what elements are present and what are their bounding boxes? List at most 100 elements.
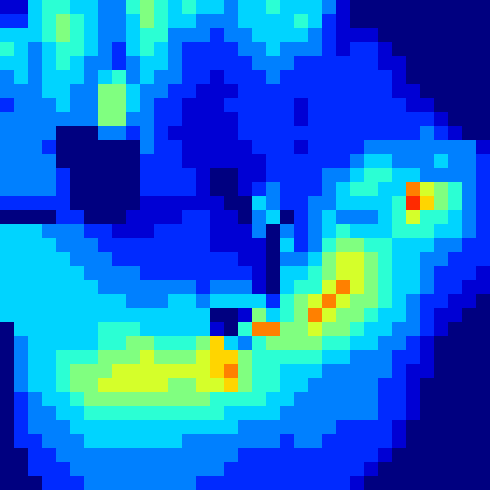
heatmap-cell bbox=[140, 14, 155, 29]
heatmap-cell bbox=[0, 350, 15, 365]
heatmap-cell bbox=[322, 14, 337, 29]
heatmap-cell bbox=[168, 126, 183, 141]
heatmap-cell bbox=[182, 210, 197, 225]
heatmap-cell bbox=[98, 420, 113, 435]
heatmap-cell bbox=[364, 266, 379, 281]
heatmap-cell bbox=[462, 168, 477, 183]
heatmap-cell bbox=[406, 252, 421, 267]
heatmap-cell bbox=[182, 476, 197, 490]
heatmap-cell bbox=[336, 154, 351, 169]
heatmap-cell bbox=[196, 420, 211, 435]
heatmap-cell bbox=[196, 224, 211, 239]
heatmap-cell bbox=[224, 448, 239, 463]
heatmap-cell bbox=[182, 140, 197, 155]
heatmap-cell bbox=[350, 182, 365, 197]
heatmap-cell bbox=[392, 350, 407, 365]
heatmap-cell bbox=[392, 392, 407, 407]
heatmap-cell bbox=[476, 154, 490, 169]
heatmap-cell bbox=[350, 70, 365, 85]
heatmap-cell bbox=[266, 42, 281, 57]
heatmap-cell bbox=[84, 168, 99, 183]
heatmap-cell bbox=[378, 168, 393, 183]
heatmap-cell bbox=[0, 280, 15, 295]
heatmap-cell bbox=[140, 196, 155, 211]
heatmap-cell bbox=[322, 280, 337, 295]
heatmap-cell bbox=[196, 14, 211, 29]
heatmap-cell bbox=[56, 252, 71, 267]
heatmap-cell bbox=[392, 308, 407, 323]
heatmap-cell bbox=[126, 98, 141, 113]
heatmap-cell bbox=[56, 420, 71, 435]
heatmap-cell bbox=[168, 420, 183, 435]
heatmap-cell bbox=[112, 266, 127, 281]
heatmap-cell bbox=[252, 266, 267, 281]
heatmap-cell bbox=[266, 168, 281, 183]
heatmap-cell bbox=[168, 84, 183, 99]
heatmap-cell bbox=[56, 308, 71, 323]
heatmap-cell bbox=[280, 70, 295, 85]
heatmap-cell bbox=[56, 98, 71, 113]
heatmap-cell bbox=[210, 378, 225, 393]
heatmap-cell bbox=[84, 266, 99, 281]
heatmap-cell bbox=[84, 476, 99, 490]
heatmap-cell bbox=[0, 266, 15, 281]
heatmap-cell bbox=[252, 98, 267, 113]
heatmap-cell bbox=[140, 392, 155, 407]
heatmap-cell bbox=[448, 434, 463, 449]
heatmap-cell bbox=[14, 154, 29, 169]
heatmap-cell bbox=[140, 84, 155, 99]
heatmap-cell bbox=[238, 434, 253, 449]
heatmap-cell bbox=[224, 238, 239, 253]
heatmap-cell bbox=[42, 98, 57, 113]
heatmap-cell bbox=[154, 70, 169, 85]
heatmap-cell bbox=[196, 182, 211, 197]
heatmap-cell bbox=[378, 462, 393, 477]
heatmap-cell bbox=[196, 434, 211, 449]
heatmap-cell bbox=[42, 210, 57, 225]
heatmap-cell bbox=[252, 196, 267, 211]
heatmap-cell bbox=[392, 364, 407, 379]
heatmap-cell bbox=[70, 448, 85, 463]
heatmap-cell bbox=[476, 350, 490, 365]
heatmap-cell bbox=[126, 224, 141, 239]
heatmap-cell bbox=[238, 378, 253, 393]
heatmap-cell bbox=[56, 28, 71, 43]
heatmap-cell bbox=[42, 28, 57, 43]
heatmap-cell bbox=[112, 392, 127, 407]
heatmap-cell bbox=[308, 434, 323, 449]
heatmap-cell bbox=[252, 84, 267, 99]
heatmap-cell bbox=[476, 42, 490, 57]
heatmap-cell bbox=[0, 42, 15, 57]
heatmap-cell bbox=[28, 196, 43, 211]
heatmap-cell bbox=[0, 406, 15, 421]
heatmap-cell bbox=[28, 42, 43, 57]
heatmap-cell bbox=[336, 336, 351, 351]
heatmap-cell bbox=[392, 252, 407, 267]
heatmap-cell bbox=[294, 98, 309, 113]
heatmap-cell bbox=[182, 266, 197, 281]
heatmap-cell bbox=[350, 294, 365, 309]
heatmap-cell bbox=[196, 238, 211, 253]
heatmap-cell bbox=[154, 350, 169, 365]
heatmap-cell bbox=[112, 70, 127, 85]
heatmap-cell bbox=[28, 448, 43, 463]
heatmap-cell bbox=[448, 14, 463, 29]
heatmap-cell bbox=[140, 238, 155, 253]
heatmap-cell bbox=[238, 14, 253, 29]
heatmap-cell bbox=[378, 112, 393, 127]
heatmap-cell bbox=[112, 420, 127, 435]
heatmap-cell bbox=[182, 182, 197, 197]
heatmap-cell bbox=[476, 56, 490, 71]
heatmap-cell bbox=[420, 196, 435, 211]
heatmap-cell bbox=[84, 84, 99, 99]
heatmap-cell bbox=[364, 462, 379, 477]
heatmap-cell bbox=[266, 154, 281, 169]
heatmap-cell bbox=[252, 168, 267, 183]
heatmap-cell bbox=[112, 126, 127, 141]
heatmap-cell bbox=[476, 392, 490, 407]
heatmap-cell bbox=[28, 350, 43, 365]
heatmap-cell bbox=[420, 14, 435, 29]
heatmap-cell bbox=[112, 434, 127, 449]
heatmap-cell bbox=[70, 462, 85, 477]
heatmap-cell bbox=[182, 448, 197, 463]
